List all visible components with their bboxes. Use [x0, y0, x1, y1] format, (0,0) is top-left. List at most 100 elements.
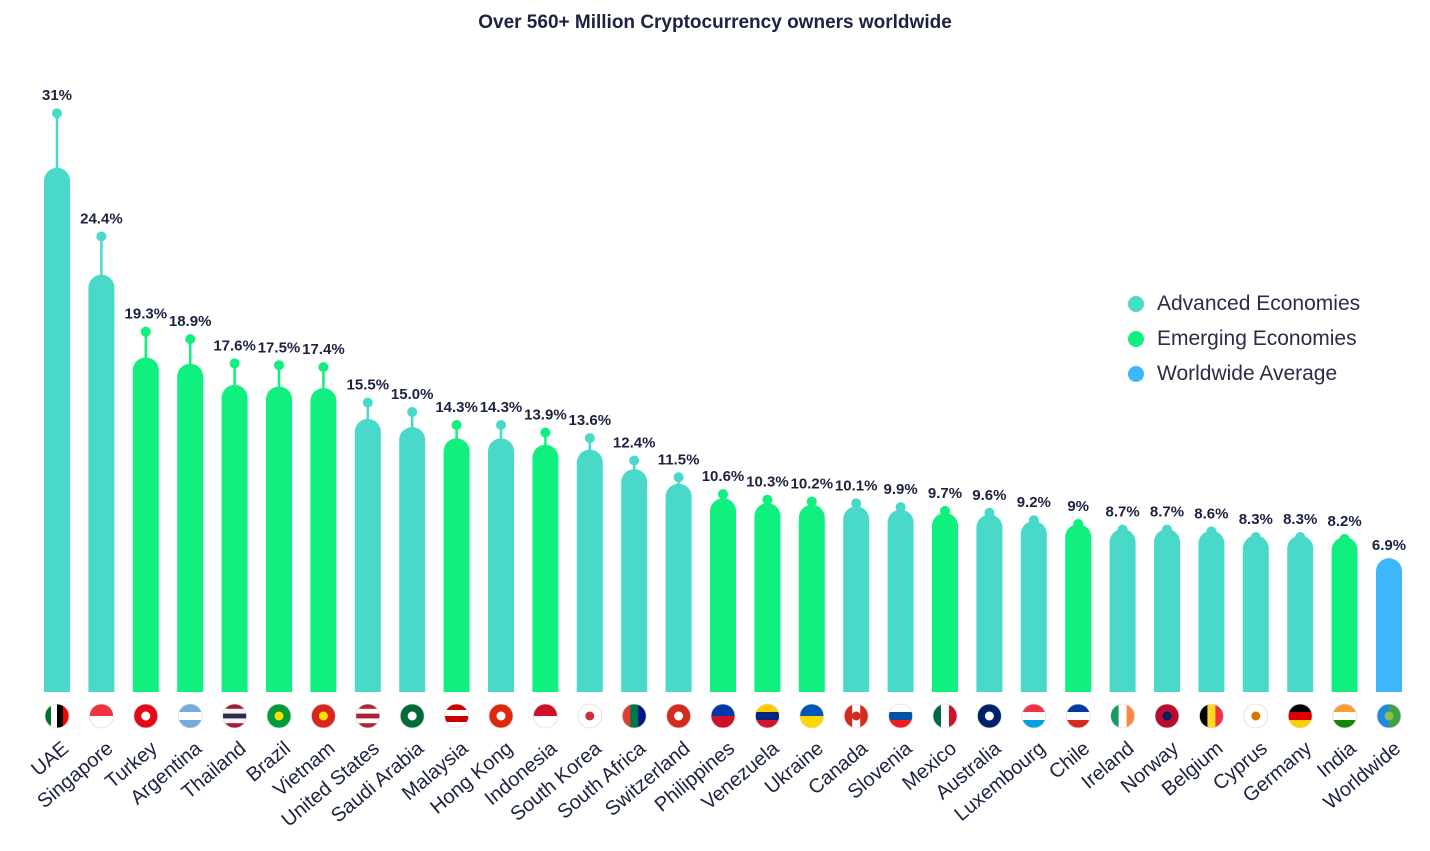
value-label-ireland: 8.7% [1105, 504, 1139, 521]
value-label-malaysia: 14.3% [435, 399, 478, 416]
value-label-hong-kong: 14.3% [480, 399, 523, 416]
bar-singapore [88, 274, 115, 692]
value-label-united-states: 15.5% [347, 377, 390, 394]
value-label-south-korea: 13.6% [569, 412, 612, 429]
value-label-vietnam: 17.4% [302, 341, 345, 358]
saudi-arabia-flag-icon [399, 703, 425, 729]
value-label-mexico: 9.7% [928, 485, 962, 502]
bar-india [1331, 537, 1358, 692]
philippines-flag-icon [710, 703, 736, 729]
value-label-thailand: 17.6% [213, 337, 256, 354]
bar-south-korea [576, 449, 603, 692]
bar-venezuela [754, 503, 781, 692]
value-dot-saudi-arabia [407, 406, 418, 417]
thailand-flag-icon [222, 703, 248, 729]
value-dot-brazil [274, 360, 284, 371]
brazil-flag-icon [266, 703, 292, 729]
legend: Advanced Economies Emerging Economies Wo… [1128, 286, 1360, 391]
south-africa-flag-icon [621, 703, 647, 729]
indonesia-flag-icon [533, 703, 558, 729]
singapore-flag-icon [89, 703, 114, 729]
value-dot-hong-kong [496, 420, 506, 431]
legend-item-emerging: Emerging Economies [1128, 321, 1360, 356]
value-label-indonesia: 13.9% [524, 406, 567, 423]
legend-label-worldwide: Worldwide Average [1157, 361, 1338, 385]
value-label-worldwide: 6.9% [1372, 537, 1406, 554]
value-dot-philippines [718, 489, 728, 500]
cyprus-flag-icon [1243, 703, 1269, 729]
globe-icon [1376, 703, 1402, 729]
bar-uae [44, 167, 70, 693]
bar-indonesia [532, 444, 559, 692]
australia-flag-icon [977, 703, 1002, 729]
luxembourg-flag-icon [1021, 703, 1047, 729]
vietnam-flag-icon [310, 703, 336, 729]
value-label-argentina: 18.9% [169, 313, 212, 330]
bar-malaysia [443, 438, 470, 692]
value-label-belgium: 8.6% [1194, 505, 1228, 522]
value-dot-canada [851, 498, 862, 509]
bar-switzerland [665, 483, 692, 692]
slovenia-flag-icon [888, 703, 913, 729]
value-label-singapore: 24.4% [80, 210, 123, 227]
venezuela-flag-icon [755, 703, 780, 729]
switzerland-flag-icon [666, 703, 691, 729]
bar-hong-kong [488, 438, 514, 692]
norway-flag-icon [1154, 703, 1180, 729]
value-dot-turkey [140, 326, 151, 337]
value-dot-ukraine [806, 496, 817, 507]
bar-slovenia [887, 509, 914, 692]
belgium-flag-icon [1199, 703, 1224, 729]
united-states-flag-icon [355, 703, 381, 729]
bar-turkey [132, 357, 159, 692]
ukraine-flag-icon [799, 703, 825, 729]
value-label-germany: 8.3% [1283, 511, 1317, 528]
value-label-brazil: 17.5% [258, 339, 301, 356]
value-label-slovenia: 9.9% [883, 481, 917, 498]
hong-kong-flag-icon [488, 703, 514, 729]
bar-south-africa [621, 469, 648, 692]
legend-dot-emerging [1128, 330, 1144, 347]
value-dot-switzerland [673, 472, 684, 483]
value-dot-south-korea [584, 433, 595, 444]
value-dot-indonesia [540, 427, 551, 438]
legend-label-emerging: Emerging Economies [1157, 326, 1357, 350]
bar-united-states [354, 418, 381, 692]
value-label-saudi-arabia: 15.0% [391, 386, 434, 403]
bar-germany [1287, 535, 1314, 692]
value-label-cyprus: 8.3% [1239, 511, 1273, 528]
value-label-chile: 9% [1067, 498, 1089, 515]
value-label-venezuela: 10.3% [746, 474, 789, 491]
uae-flag-icon [44, 703, 70, 729]
bar-norway [1154, 529, 1180, 692]
value-label-india: 8.2% [1327, 513, 1361, 530]
value-label-canada: 10.1% [835, 477, 878, 494]
bar-belgium [1198, 530, 1225, 692]
value-label-turkey: 19.3% [125, 306, 168, 323]
value-label-norway: 8.7% [1150, 504, 1184, 521]
value-dot-venezuela [762, 494, 773, 505]
bar-brazil [266, 386, 292, 692]
value-dot-thailand [229, 358, 240, 369]
value-dot-argentina [185, 334, 196, 345]
bar-australia [976, 514, 1003, 692]
value-label-south-africa: 12.4% [613, 434, 656, 451]
bar-argentina [177, 363, 204, 692]
value-dot-malaysia [451, 420, 462, 431]
value-dot-united-states [362, 397, 373, 408]
value-label-philippines: 10.6% [702, 468, 745, 485]
bar-ireland [1109, 529, 1136, 692]
value-label-luxembourg: 9.2% [1017, 494, 1051, 511]
legend-item-worldwide: Worldwide Average [1128, 356, 1360, 391]
india-flag-icon [1332, 703, 1357, 729]
bar-luxembourg [1020, 520, 1047, 692]
bar-philippines [710, 498, 736, 692]
legend-dot-worldwide [1128, 365, 1144, 382]
value-dot-slovenia [895, 502, 906, 513]
value-label-uae: 31% [42, 87, 72, 104]
legend-dot-advanced [1128, 295, 1144, 312]
bar-saudi-arabia [399, 427, 426, 692]
chile-flag-icon [1065, 703, 1091, 729]
ireland-flag-icon [1110, 703, 1135, 729]
chart-title: Over 560+ Million Cryptocurrency owners … [478, 12, 952, 33]
